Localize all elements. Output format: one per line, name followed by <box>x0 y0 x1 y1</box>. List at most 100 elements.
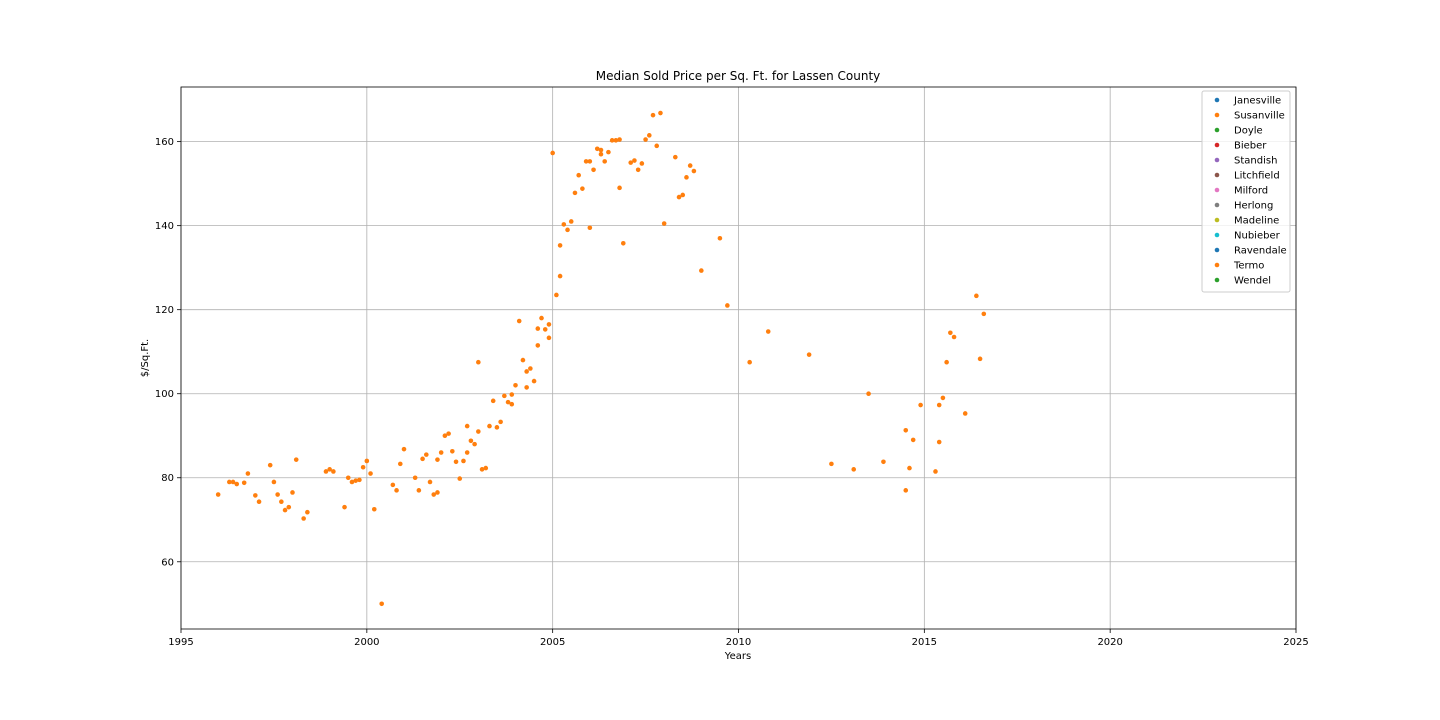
data-point <box>606 149 611 155</box>
data-point <box>468 438 474 444</box>
y-tick-label: 100 <box>155 389 174 400</box>
data-point <box>286 504 292 510</box>
y-axis: 60 80 100 120 140 160 <box>155 137 181 568</box>
data-point <box>717 235 723 241</box>
data-point <box>598 147 604 153</box>
data-point <box>654 143 660 149</box>
legend-marker <box>1214 232 1220 238</box>
data-point <box>918 402 923 408</box>
x-tick-label: 2015 <box>912 637 937 648</box>
data-point <box>617 185 622 191</box>
data-point <box>279 499 284 504</box>
data-point <box>498 419 503 425</box>
data-point <box>245 471 251 476</box>
x-tick-label: 2010 <box>726 637 751 648</box>
data-point <box>230 479 236 485</box>
legend-label: Doyle <box>1234 126 1263 137</box>
data-point <box>851 467 857 472</box>
data-point <box>962 411 968 416</box>
data-point <box>293 457 299 462</box>
legend-marker <box>1214 277 1220 283</box>
y-tick-label: 140 <box>155 221 174 232</box>
legend-marker <box>1214 157 1220 163</box>
data-point <box>323 469 329 474</box>
data-point <box>542 327 548 332</box>
data-point <box>301 516 306 521</box>
legend-label: Litchfield <box>1234 171 1280 182</box>
data-point <box>476 429 481 434</box>
data-point <box>557 243 563 248</box>
data-point <box>684 175 689 180</box>
data-point <box>368 471 373 476</box>
data-point <box>647 133 652 138</box>
legend-label: Janesville <box>1233 96 1281 107</box>
data-point <box>253 493 258 498</box>
data-point <box>580 186 585 191</box>
data-point <box>531 378 537 384</box>
data-point <box>620 240 626 246</box>
data-point <box>650 112 656 118</box>
data-point <box>290 490 295 495</box>
data-point <box>476 359 481 365</box>
data-point <box>464 423 470 429</box>
data-point <box>977 356 983 362</box>
data-point <box>550 150 555 156</box>
data-point <box>881 459 886 465</box>
data-point <box>472 441 477 447</box>
data-point <box>505 399 511 405</box>
data-point <box>435 490 440 495</box>
data-point <box>546 322 552 327</box>
legend-marker <box>1214 112 1220 118</box>
data-point <box>687 163 693 168</box>
data-point <box>256 499 262 504</box>
data-point <box>673 154 678 160</box>
data-point <box>974 293 979 299</box>
x-axis-label: Years <box>724 651 751 662</box>
data-point <box>513 383 518 388</box>
data-point <box>602 159 607 164</box>
data-point <box>241 480 247 486</box>
data-point <box>234 481 240 487</box>
data-point <box>271 479 277 485</box>
data-point <box>509 392 515 397</box>
y-tick-label: 120 <box>155 305 174 316</box>
data-point <box>591 167 596 173</box>
data-point <box>981 311 987 317</box>
data-point <box>412 475 418 481</box>
legend-label: Termo <box>1233 261 1264 272</box>
data-point <box>699 268 704 273</box>
data-point <box>524 369 529 374</box>
legend-label: Milford <box>1234 186 1268 197</box>
data-point <box>907 465 912 471</box>
x-tick-label: 1995 <box>168 637 193 648</box>
data-point <box>282 507 288 513</box>
legend: Janesville Susanville Doyle Bieber Standish L… <box>1201 90 1291 293</box>
data-point <box>936 402 942 408</box>
data-point <box>944 359 949 365</box>
legend-marker <box>1214 217 1220 223</box>
legend-box <box>1201 90 1291 293</box>
x-axis: 1995 2000 2005 2010 2015 2020 2025 <box>168 629 1309 648</box>
data-point <box>609 138 615 143</box>
data-point <box>936 439 942 445</box>
grid-lines <box>180 87 1297 629</box>
data-point <box>371 506 377 512</box>
data-point <box>479 467 485 472</box>
data-point <box>658 110 663 116</box>
data-point <box>806 352 812 357</box>
legend-label: Bieber <box>1234 141 1267 152</box>
x-tick-label: 2000 <box>354 637 379 648</box>
data-point <box>483 465 489 471</box>
data-point <box>951 334 957 340</box>
y-axis-label: $/Sq.Ft. <box>140 339 151 377</box>
data-point <box>364 458 370 464</box>
legend-marker <box>1214 97 1220 103</box>
legend-marker <box>1214 247 1220 253</box>
data-point <box>390 482 396 488</box>
data-point <box>594 146 600 152</box>
x-tick-label: 2025 <box>1283 637 1308 648</box>
x-tick-label: 2020 <box>1097 637 1122 648</box>
data-point <box>866 391 871 397</box>
legend-marker <box>1214 187 1220 193</box>
